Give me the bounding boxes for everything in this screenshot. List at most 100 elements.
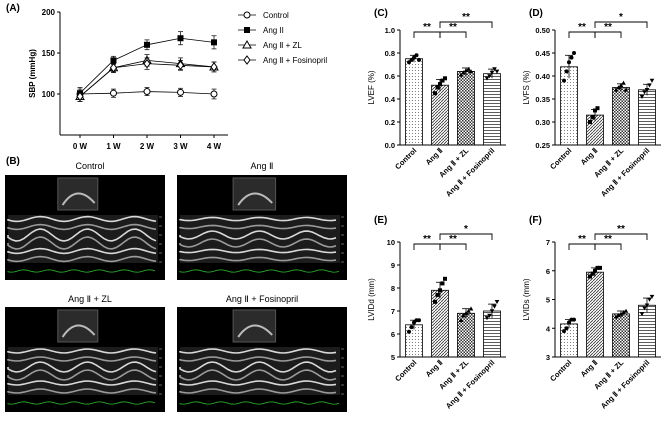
legend-label: Ang Ⅱ + ZL xyxy=(263,41,302,50)
echo-image-zl xyxy=(5,307,165,412)
data-point xyxy=(572,51,576,55)
data-point xyxy=(642,306,647,311)
mmode-wall-trace xyxy=(179,230,337,240)
data-point xyxy=(621,80,626,85)
data-point xyxy=(588,274,592,279)
mmode-wall-trace xyxy=(179,369,337,381)
data-point xyxy=(489,70,495,75)
data-point xyxy=(417,57,421,62)
data-point xyxy=(623,87,629,92)
ecg-trace xyxy=(179,401,340,405)
data-point xyxy=(458,317,464,322)
legend-marker xyxy=(244,27,250,33)
mmode-wall-trace xyxy=(7,223,157,231)
y-tick-label: 7 xyxy=(391,307,395,316)
data-point xyxy=(176,60,185,71)
y-tick-label: 6 xyxy=(391,330,395,339)
significance-label: ** xyxy=(449,22,457,33)
significance-bracket xyxy=(439,243,467,250)
mmode-wall-trace xyxy=(7,380,157,386)
echo-2d-sector xyxy=(61,192,96,206)
data-point xyxy=(569,55,574,60)
echo-image-control xyxy=(5,175,165,280)
data-point xyxy=(564,326,569,331)
significance-label: ** xyxy=(423,234,431,245)
y-tick-label: 0.40 xyxy=(535,72,550,81)
significance-label: ** xyxy=(578,22,586,33)
panel-label-c: (C) xyxy=(374,8,388,19)
x-tick-label: Ang Ⅱ + Fosinopril xyxy=(599,146,651,198)
mmode-wall-trace xyxy=(179,356,337,362)
panel-label-b: (B) xyxy=(6,156,20,167)
panel-label-f: (F) xyxy=(529,215,542,226)
lvef-bar-chart: 0.0 0.2 0.4 0.6 0.8 1.0 LVEF (%) Control Ang ⅡAn… xyxy=(367,12,506,198)
mmode-wall-trace xyxy=(7,356,157,362)
significance-bracket xyxy=(439,21,493,28)
data-point xyxy=(492,67,497,72)
mmode-wall-trace xyxy=(179,380,337,386)
data-point xyxy=(616,313,621,318)
y-tick-label: 10 xyxy=(387,238,395,247)
mmode-wall-trace xyxy=(7,255,157,263)
y-tick-label: 100 xyxy=(42,90,56,99)
significance-label: ** xyxy=(604,234,612,245)
mmode-wall-trace xyxy=(179,224,337,230)
y-tick-label: 1.0 xyxy=(385,26,395,35)
data-point xyxy=(562,329,566,334)
bar xyxy=(612,313,630,358)
data-point xyxy=(644,88,650,93)
mmode-wall-trace xyxy=(179,348,337,354)
data-point xyxy=(461,70,466,75)
data-point xyxy=(461,313,466,318)
mmode-wall-trace xyxy=(7,361,157,373)
data-point xyxy=(616,85,621,90)
data-point xyxy=(590,271,595,276)
data-point xyxy=(593,268,597,273)
y-tick-label: 7 xyxy=(546,238,550,247)
data-point xyxy=(468,69,474,74)
bar xyxy=(638,89,656,146)
data-point xyxy=(438,288,442,293)
y-tick-label: 5 xyxy=(546,296,550,305)
legend-label: Ang Ⅱ + Fosinopril xyxy=(263,56,327,65)
data-point xyxy=(649,294,655,299)
data-point xyxy=(463,311,469,316)
echo-image-fosinopril xyxy=(177,307,347,412)
data-point xyxy=(642,90,647,95)
data-point xyxy=(407,329,411,334)
echo-title-angii: Ang Ⅱ xyxy=(250,161,274,171)
legend-label: Control xyxy=(263,11,289,20)
x-tick-label: Ang Ⅱ xyxy=(424,358,445,379)
mmode-wall-trace xyxy=(7,247,157,255)
data-point xyxy=(487,313,492,318)
data-point xyxy=(647,297,652,302)
data-point xyxy=(618,82,624,87)
data-point xyxy=(598,265,602,270)
data-point xyxy=(110,89,117,97)
significance-label: ** xyxy=(617,224,625,235)
data-point xyxy=(649,78,655,83)
data-point xyxy=(588,120,592,124)
y-tick-label: 0.35 xyxy=(535,95,550,104)
mmode-wall-trace xyxy=(7,228,157,242)
data-point xyxy=(647,83,652,88)
echo-image-angii xyxy=(177,175,347,280)
data-point xyxy=(567,60,571,65)
data-point xyxy=(440,281,445,286)
y-tick-label: 200 xyxy=(42,8,56,17)
significance-bracket xyxy=(439,31,467,38)
data-point xyxy=(564,69,569,74)
y-axis-label: LVIDs (mm) xyxy=(522,278,531,320)
mmode-wall-trace xyxy=(7,236,157,250)
y-axis-label: LVIDd (mm) xyxy=(367,278,376,321)
mmode-wall-trace xyxy=(179,388,337,394)
y-tick-label: 0.4 xyxy=(385,95,396,104)
y-tick-label: 5 xyxy=(391,353,395,362)
bar xyxy=(560,323,578,358)
data-point xyxy=(417,318,421,323)
mmode-wall-trace xyxy=(179,238,337,248)
data-point xyxy=(414,53,419,58)
significance-bracket xyxy=(594,31,622,38)
echo-title-fosinopril: Ang Ⅱ + Fosinopril xyxy=(225,294,299,304)
